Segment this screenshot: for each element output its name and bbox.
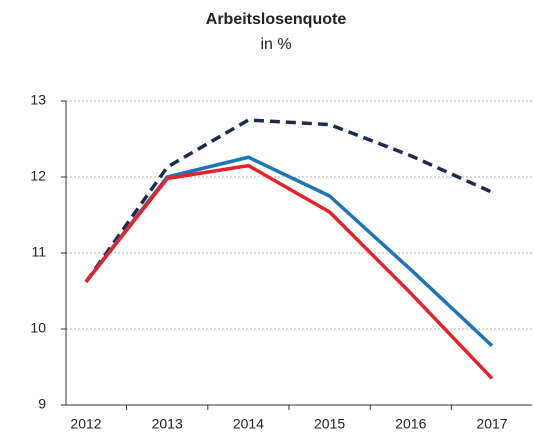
x-tick-label: 2012	[70, 416, 101, 432]
series-line	[84, 155, 494, 347]
series-line	[84, 163, 494, 380]
y-tick-label: 9	[38, 396, 46, 412]
y-tick-label: 11	[31, 244, 46, 260]
y-tick-label: 10	[30, 320, 46, 336]
chart-title: Arbeitslosenquote	[206, 11, 347, 28]
x-tick-label: 2014	[233, 416, 264, 432]
series-line	[84, 118, 493, 283]
y-tick-label: 13	[30, 92, 46, 108]
chart-subtitle: in %	[260, 36, 291, 53]
x-tick-label: 2013	[152, 416, 183, 432]
x-tick-label: 2015	[314, 416, 345, 432]
x-tick-label: 2016	[395, 416, 426, 432]
y-tick-label: 12	[30, 168, 46, 184]
x-tick-label: 2017	[476, 416, 507, 432]
